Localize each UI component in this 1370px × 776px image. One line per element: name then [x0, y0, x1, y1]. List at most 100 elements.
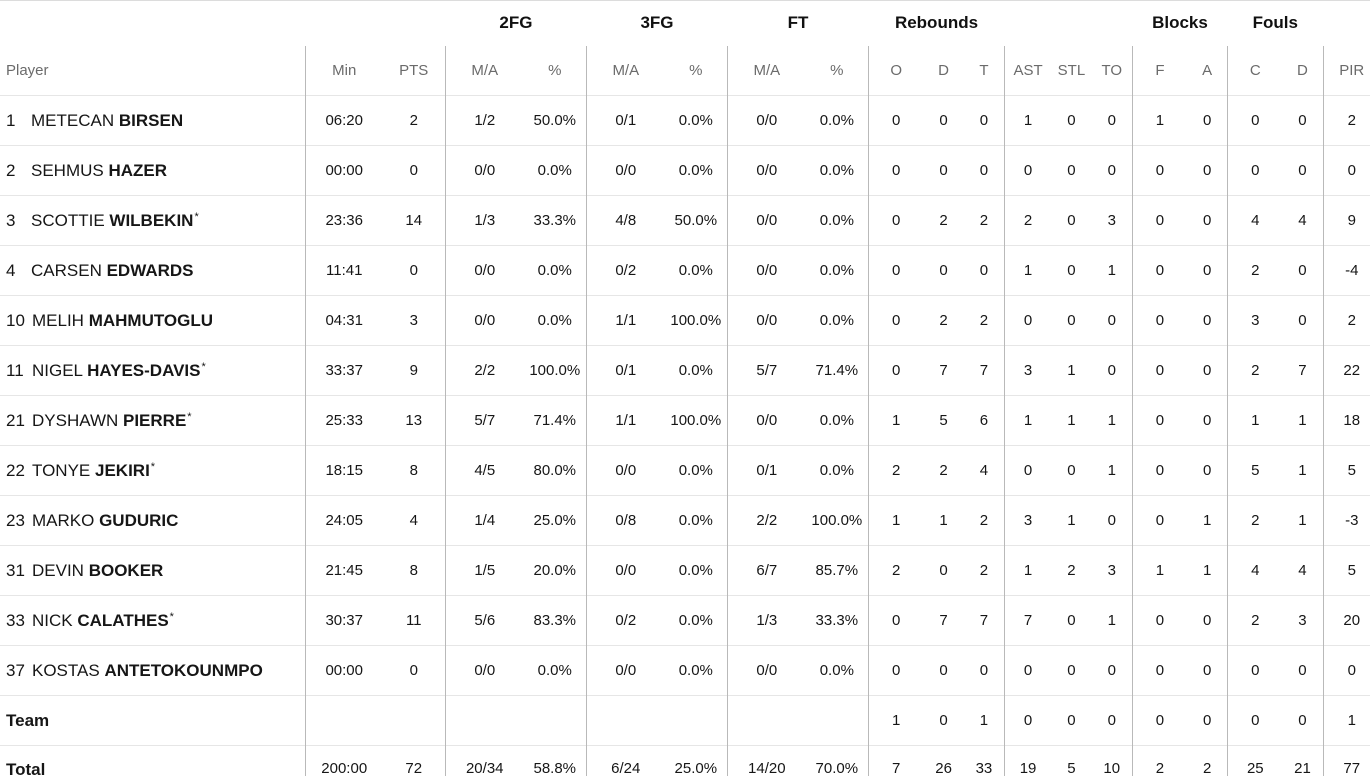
points-cell: [382, 695, 446, 746]
two-fg-pct-cell: 71.4%: [523, 395, 587, 446]
points-cell: 11: [382, 595, 446, 646]
player-cell[interactable]: 1 METECAN BIRSEN: [0, 95, 306, 146]
column-header-2fg-ma[interactable]: M/A: [444, 46, 524, 96]
assists-cell: 3: [1003, 345, 1052, 396]
ft-pct-cell: 0.0%: [805, 395, 869, 446]
player-row[interactable]: 2 SEHMUS HAZER 00:00 0 0/0 0.0% 0/0 0.0% 0/0 0.0%…: [0, 145, 1370, 196]
group-header-3fg: 3FG: [640, 13, 674, 32]
player-cell[interactable]: 10 MELIH MAHMUTOGLU: [0, 295, 306, 346]
blocks-favor-cell: 0: [1131, 595, 1188, 646]
player-last-name: MAHMUTOGLU: [88, 310, 214, 330]
column-header-3fg-ma[interactable]: M/A: [585, 46, 665, 96]
points-cell: 2: [382, 95, 446, 146]
pir-cell: 1: [1322, 695, 1370, 746]
blocks-favor-cell: 0: [1131, 345, 1188, 396]
column-header-reb-d[interactable]: D: [938, 62, 950, 79]
rebounds-offensive-cell: 1: [868, 695, 924, 746]
player-last-name: EDWARDS: [106, 260, 194, 280]
player-cell[interactable]: 37 KOSTAS ANTETOKOUNMPO: [0, 645, 306, 696]
player-row[interactable]: 3 SCOTTIE WILBEKIN* 23:36 14 1/3 33.3% 4/8 50.0…: [0, 195, 1370, 246]
ft-ma-cell: 1/3: [726, 595, 806, 646]
player-number: 23: [6, 510, 25, 530]
two-fg-pct-cell: 25.0%: [523, 495, 587, 546]
player-cell[interactable]: 2 SEHMUS HAZER: [0, 145, 306, 196]
ft-pct-cell: 0.0%: [805, 145, 869, 196]
column-header-row: Player Min PTS M/A % M/A % M/A % O D T A…: [0, 46, 1370, 96]
column-header-stl[interactable]: STL: [1057, 62, 1086, 79]
three-fg-pct-cell: 0.0%: [664, 145, 728, 196]
player-cell[interactable]: 21 DYSHAWN PIERRE*: [0, 395, 306, 446]
two-fg-pct-cell: 0.0%: [523, 145, 587, 196]
rebounds-offensive-cell: 1: [868, 395, 924, 446]
column-header-min[interactable]: Min: [304, 46, 383, 96]
column-header-3fg-pct[interactable]: %: [689, 62, 703, 79]
points-cell: 0: [382, 645, 446, 696]
two-fg-pct-cell: 100.0%: [523, 345, 587, 396]
ft-ma-cell: 0/0: [726, 645, 806, 696]
player-first-name: SCOTTIE: [31, 210, 105, 230]
two-fg-ma-cell: 1/3: [444, 195, 524, 246]
three-fg-ma-cell: 6/24: [585, 745, 665, 776]
player-row[interactable]: 31 DEVIN BOOKER 21:45 8 1/5 20.0% 0/0 0.0% 6/7 85…: [0, 545, 1370, 596]
column-header-ft-pct[interactable]: %: [830, 62, 844, 79]
player-last-name: ANTETOKOUNMPO: [104, 660, 263, 680]
rebounds-defensive-cell: 7: [923, 595, 964, 646]
column-header-blk-f[interactable]: F: [1131, 46, 1188, 96]
rebounds-defensive-cell: 0: [923, 245, 964, 296]
steals-cell: 5: [1051, 745, 1092, 776]
fouls-drawn-cell: 0: [1282, 145, 1324, 196]
minutes-cell: 04:31: [304, 295, 383, 346]
player-cell[interactable]: 23 MARKO GUDURIC: [0, 495, 306, 546]
steals-cell: 0: [1051, 445, 1092, 496]
fouls-committed-cell: 2: [1227, 595, 1283, 646]
column-header-pts[interactable]: PTS: [399, 62, 429, 79]
player-row[interactable]: 1 METECAN BIRSEN 06:20 2 1/2 50.0% 0/1 0.0% 0/0 0…: [0, 95, 1370, 146]
player-cell[interactable]: 22 TONYE JEKIRI*: [0, 445, 306, 496]
assists-cell: 1: [1003, 545, 1052, 596]
points-cell: 4: [382, 495, 446, 546]
player-row[interactable]: 21 DYSHAWN PIERRE* 25:33 13 5/7 71.4% 1/1 100.0…: [0, 395, 1370, 446]
rebounds-total-cell: 4: [963, 445, 1005, 496]
column-header-player[interactable]: Player: [6, 62, 49, 79]
blocks-favor-cell: 1: [1131, 545, 1188, 596]
top-divider: [0, 0, 1370, 1]
blocks-against-cell: 1: [1187, 545, 1228, 596]
three-fg-pct-cell: 100.0%: [664, 395, 728, 446]
column-header-reb-t[interactable]: T: [979, 62, 989, 79]
column-header-reb-o[interactable]: O: [868, 46, 924, 96]
fouls-committed-cell: 2: [1227, 345, 1283, 396]
column-header-ast[interactable]: AST: [1003, 46, 1052, 96]
player-row[interactable]: 33 NICK CALATHES* 30:37 11 5/6 83.3% 0/2 0.0% 1/…: [0, 595, 1370, 646]
rebounds-offensive-cell: 2: [868, 445, 924, 496]
three-fg-pct-cell: 0.0%: [664, 345, 728, 396]
player-cell[interactable]: 11 NIGEL HAYES-DAVIS*: [0, 345, 306, 396]
three-fg-pct-cell: 0.0%: [664, 595, 728, 646]
three-fg-ma-cell: 0/2: [585, 595, 665, 646]
column-header-to[interactable]: TO: [1101, 62, 1123, 79]
column-header-blk-a[interactable]: A: [1202, 62, 1213, 79]
column-header-ft-ma[interactable]: M/A: [726, 46, 806, 96]
player-row[interactable]: 37 KOSTAS ANTETOKOUNMPO 00:00 0 0/0 0.0% 0/0 0.…: [0, 645, 1370, 696]
player-row[interactable]: 22 TONYE JEKIRI* 18:15 8 4/5 80.0% 0/0 0.0% 0/1 0…: [0, 445, 1370, 496]
player-cell[interactable]: 31 DEVIN BOOKER: [0, 545, 306, 596]
steals-cell: 0: [1051, 295, 1092, 346]
column-header-foul-d[interactable]: D: [1297, 62, 1308, 79]
assists-cell: 1: [1003, 395, 1052, 446]
player-cell[interactable]: 33 NICK CALATHES*: [0, 595, 306, 646]
rebounds-defensive-cell: 5: [923, 395, 964, 446]
player-row[interactable]: 4 CARSEN EDWARDS 11:41 0 0/0 0.0% 0/2 0.0% 0/0 0.…: [0, 245, 1370, 296]
player-row[interactable]: 11 NIGEL HAYES-DAVIS* 33:37 9 2/2 100.0% 0/1 0.…: [0, 345, 1370, 396]
player-row[interactable]: 10 MELIH MAHMUTOGLU 04:31 3 0/0 0.0% 1/1 100.0%…: [0, 295, 1370, 346]
column-header-pir[interactable]: PIR: [1322, 46, 1370, 96]
player-cell[interactable]: 3 SCOTTIE WILBEKIN*: [0, 195, 306, 246]
column-header-2fg-pct[interactable]: %: [548, 62, 562, 79]
blocks-favor-cell: 0: [1131, 445, 1188, 496]
player-cell[interactable]: 4 CARSEN EDWARDS: [0, 245, 306, 296]
steals-cell: 0: [1051, 145, 1092, 196]
column-header-foul-c[interactable]: C: [1227, 46, 1283, 96]
group-header-empty: [1004, 0, 1132, 46]
two-fg-ma-cell: 1/4: [444, 495, 524, 546]
player-row[interactable]: 23 MARKO GUDURIC 24:05 4 1/4 25.0% 0/8 0.0% 2/2 1…: [0, 495, 1370, 546]
ft-ma-cell: [726, 695, 806, 746]
two-fg-ma-cell: 1/5: [444, 545, 524, 596]
